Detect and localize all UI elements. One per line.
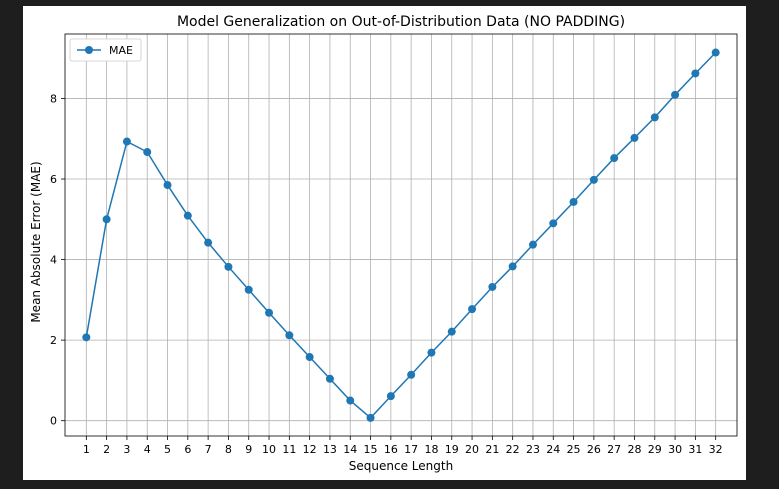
x-tick-label: 8 <box>225 443 232 456</box>
x-tick-label: 19 <box>445 443 459 456</box>
data-point <box>630 133 639 142</box>
data-point <box>468 305 477 314</box>
data-point <box>528 240 537 249</box>
data-point <box>102 215 111 224</box>
x-tick-label: 16 <box>384 443 398 456</box>
legend-label: MAE <box>109 44 133 57</box>
x-tick-label: 2 <box>103 443 110 456</box>
legend: MAE <box>69 38 142 62</box>
data-point <box>508 262 517 271</box>
data-point <box>224 262 233 271</box>
x-tick-label: 28 <box>627 443 641 456</box>
series-line-mae <box>85 52 717 419</box>
data-point <box>305 353 314 362</box>
x-tick-label: 3 <box>123 443 130 456</box>
x-tick-label: 23 <box>526 443 540 456</box>
data-point <box>488 282 497 291</box>
x-tick-label: 20 <box>465 443 479 456</box>
y-tick-label: 8 <box>50 92 57 105</box>
x-axis-label: Sequence Length <box>349 459 453 473</box>
axis-ticks: 1 2 3 4 5 6 7 8 9 10 11 12 13 14 15 16 17 18 19 20 21 22 23 24 2… <box>50 92 723 456</box>
x-tick-label: 32 <box>709 443 723 456</box>
plot-area-frame <box>64 33 738 437</box>
data-point <box>143 148 152 157</box>
x-tick-label: 7 <box>205 443 212 456</box>
chart-figure: Model Generalization on Out-of-Distribut… <box>23 6 746 480</box>
x-tick-label: 17 <box>404 443 418 456</box>
x-tick-label: 30 <box>668 443 682 456</box>
y-tick-label: 2 <box>50 334 57 347</box>
data-point <box>386 392 395 401</box>
x-tick-label: 15 <box>364 443 378 456</box>
data-point <box>366 413 375 422</box>
data-point <box>82 333 91 342</box>
data-point <box>325 374 334 383</box>
x-tick-label: 29 <box>648 443 662 456</box>
data-point <box>691 69 700 78</box>
x-tick-label: 21 <box>485 443 499 456</box>
x-tick-label: 18 <box>424 443 438 456</box>
x-tick-label: 13 <box>323 443 337 456</box>
data-point <box>549 219 558 228</box>
x-tick-label: 22 <box>506 443 520 456</box>
data-point <box>183 211 192 220</box>
data-point <box>650 113 659 122</box>
data-point <box>163 181 172 190</box>
data-point <box>244 285 253 294</box>
legend-box <box>69 38 142 62</box>
data-point <box>407 370 416 379</box>
x-tick-label: 5 <box>164 443 171 456</box>
grid-lines <box>65 34 737 436</box>
series-layer <box>82 48 720 422</box>
data-point <box>671 90 680 99</box>
data-point <box>711 48 720 57</box>
data-point <box>447 327 456 336</box>
data-point <box>265 308 274 317</box>
x-tick-label: 31 <box>688 443 702 456</box>
x-tick-label: 9 <box>245 443 252 456</box>
y-tick-label: 6 <box>50 173 57 186</box>
data-point <box>346 396 355 405</box>
data-point <box>122 137 131 146</box>
y-tick-label: 4 <box>50 254 57 267</box>
data-point <box>610 154 619 163</box>
chart-title: Model Generalization on Out-of-Distribut… <box>177 14 625 30</box>
data-point <box>427 348 436 357</box>
legend-marker <box>85 46 93 54</box>
x-tick-label: 26 <box>587 443 601 456</box>
x-tick-label: 14 <box>343 443 357 456</box>
x-tick-label: 12 <box>303 443 317 456</box>
x-tick-label: 1 <box>83 443 90 456</box>
chart-svg: Model Generalization on Out-of-Distribut… <box>29 14 738 473</box>
x-tick-label: 11 <box>282 443 296 456</box>
data-point <box>285 331 294 340</box>
x-tick-label: 25 <box>567 443 581 456</box>
x-tick-label: 6 <box>184 443 191 456</box>
data-point <box>204 238 213 247</box>
y-tick-label: 0 <box>50 415 57 428</box>
x-tick-label: 27 <box>607 443 621 456</box>
y-axis-label: Mean Absolute Error (MAE) <box>29 161 43 322</box>
data-point <box>589 175 598 184</box>
data-point <box>569 197 578 206</box>
x-tick-label: 4 <box>144 443 151 456</box>
x-tick-label: 10 <box>262 443 276 456</box>
x-tick-label: 24 <box>546 443 560 456</box>
